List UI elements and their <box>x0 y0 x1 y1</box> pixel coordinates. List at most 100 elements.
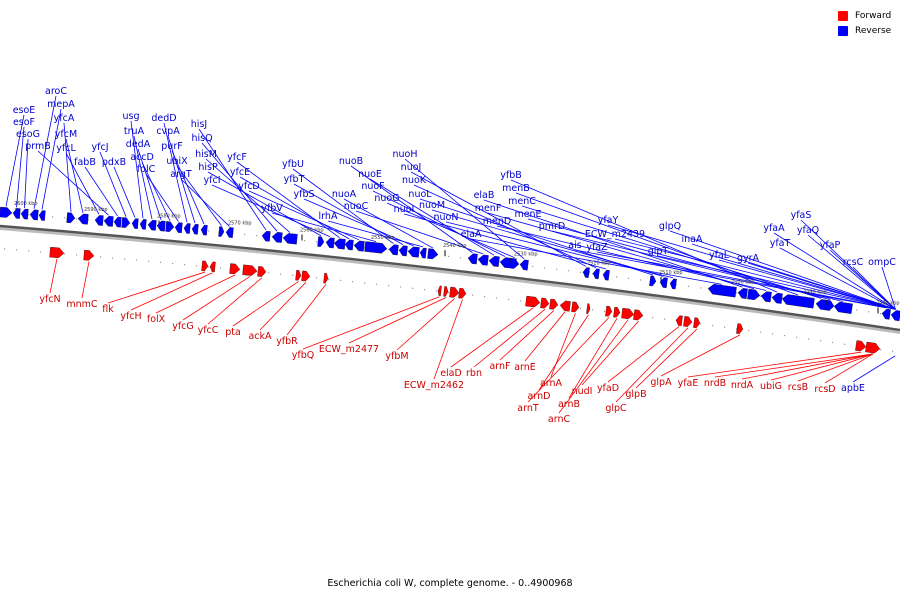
forward-leader-line <box>302 296 440 350</box>
gene-label-ecw-m2462: ECW_m2462 <box>404 380 464 391</box>
gene-label-yfcd: yfcD <box>238 181 260 192</box>
reverse-gene-arrow <box>139 219 147 230</box>
reverse-leader-line <box>852 266 896 310</box>
gene-label-yfbb: yfbB <box>500 170 522 181</box>
forward-swatch <box>838 10 848 21</box>
reverse-leader-line <box>99 151 127 217</box>
gene-label-yfal: yfaL <box>709 250 730 261</box>
forward-gene-arrow <box>209 261 216 273</box>
forward-leader-line <box>396 298 455 351</box>
forward-gene-arrow <box>559 300 571 312</box>
gene-label-acka: ackA <box>248 331 272 342</box>
gene-label-nuoc: nuoC <box>344 201 369 212</box>
gene-label-ais: ais <box>568 240 581 251</box>
reverse-leader-line <box>84 166 118 217</box>
reverse-gene-arrow <box>760 291 772 303</box>
reverse-leader-line <box>33 95 57 209</box>
forward-leader-line <box>568 318 618 399</box>
reverse-leader-line <box>657 255 896 310</box>
reverse-leader-line <box>292 168 394 244</box>
tick-label: 2480 kbp <box>876 300 900 306</box>
forward-leader-line <box>615 327 689 403</box>
reverse-gene-arrow <box>467 253 478 265</box>
tick-label: 2540 kbp <box>443 243 467 249</box>
reverse-gene-arrow <box>344 239 354 251</box>
gene-label-inaa: inaA <box>682 234 703 245</box>
reverse-gene-arrow <box>659 277 668 289</box>
reverse-gene-arrow <box>29 209 39 221</box>
reverse-gene-arrow <box>271 232 283 243</box>
reverse-leader-line <box>881 266 896 310</box>
reverse-gene-arrow <box>407 246 420 258</box>
forward-gene-arrow <box>586 303 591 314</box>
reverse-leader-line <box>141 161 171 221</box>
legend-forward-label: Forward <box>855 10 892 21</box>
forward-leader-line <box>155 274 236 314</box>
reverse-leader-line <box>65 152 100 215</box>
gene-label-mend: menD <box>483 216 511 227</box>
forward-leader-line <box>741 353 874 380</box>
gene-label-yfaa: yfaA <box>763 223 785 234</box>
reverse-gene-arrow <box>103 216 114 227</box>
forward-gene-arrow <box>633 309 644 321</box>
gene-label-esog: esoG <box>16 129 40 140</box>
gene-label-argt: argT <box>170 169 192 180</box>
gene-label-mnmc: mnmC <box>66 299 98 310</box>
gene-label-ecw-m2439: ECW_m2439 <box>585 229 645 240</box>
gene-label-glpb: glpB <box>625 389 646 400</box>
reverse-leader-line <box>171 150 205 225</box>
gene-label-yfcg: yfcG <box>172 321 194 332</box>
forward-gene-arrow <box>242 264 258 276</box>
reverse-leader-line <box>596 251 896 310</box>
reverse-gene-arrow <box>38 210 46 221</box>
forward-gene-arrow <box>449 286 460 298</box>
gene-label-yfcm: yfcM <box>55 129 77 140</box>
forward-leader-line <box>660 334 741 377</box>
gene-label-yfci: yfcI <box>204 175 221 186</box>
forward-gene-arrow <box>295 270 302 281</box>
gene-label-menf: menF <box>475 203 502 214</box>
gene-label-glpt: glpT <box>648 246 669 257</box>
gene-label-pdxb: pdxB <box>102 157 126 168</box>
forward-leader-line <box>49 258 58 294</box>
reverse-leader-line <box>521 205 822 299</box>
forward-gene-arrow <box>605 305 613 317</box>
label-leader-lines <box>5 95 896 414</box>
reverse-leader-line <box>145 173 179 222</box>
backbone-shadow <box>0 226 900 334</box>
gene-label-glpc: glpC <box>605 403 627 414</box>
gene-label-yfbt: yfbT <box>284 174 305 185</box>
gene-label-arnd: arnD <box>528 391 551 402</box>
forward-leader-line <box>130 272 213 311</box>
forward-leader-line <box>607 326 680 383</box>
forward-gene-arrow <box>443 286 449 297</box>
forward-gene-arrow <box>323 272 329 284</box>
forward-gene-arrow <box>613 306 621 318</box>
reverse-gene-arrow <box>325 237 335 249</box>
gene-label-yfaz: yfaZ <box>586 242 608 253</box>
forward-leader-line <box>207 277 263 325</box>
reverse-leader-line <box>614 238 896 310</box>
reverse-leader-line <box>773 232 896 310</box>
gene-label-purf: purF <box>161 141 182 152</box>
gene-label-nuoa: nuoA <box>332 189 357 200</box>
gene-label-apbe: apbE <box>841 383 865 394</box>
reverse-leader-line <box>198 128 267 231</box>
forward-leader-line <box>770 353 874 381</box>
forward-gene-arrow <box>549 298 559 310</box>
forward-gene-arrow <box>49 246 65 258</box>
gene-label-nuol: nuoL <box>408 189 432 200</box>
gene-label-deda: dedA <box>126 139 151 150</box>
gene-label-yfce: yfcE <box>230 167 250 178</box>
tick-label: 2570 kbp <box>228 220 252 226</box>
forward-leader-line <box>797 353 874 382</box>
reverse-gene-arrow <box>771 292 783 304</box>
forward-gene-arrow <box>736 323 744 334</box>
reverse-gene-arrow <box>602 269 610 281</box>
forward-leader-line <box>259 281 307 331</box>
reverse-gene-arrow <box>707 284 737 298</box>
reverse-leader-line <box>63 122 72 212</box>
reverse-leader-line <box>355 210 484 255</box>
reverse-gene-arrow <box>477 254 489 266</box>
gene-label-elaa: elaA <box>461 229 482 240</box>
